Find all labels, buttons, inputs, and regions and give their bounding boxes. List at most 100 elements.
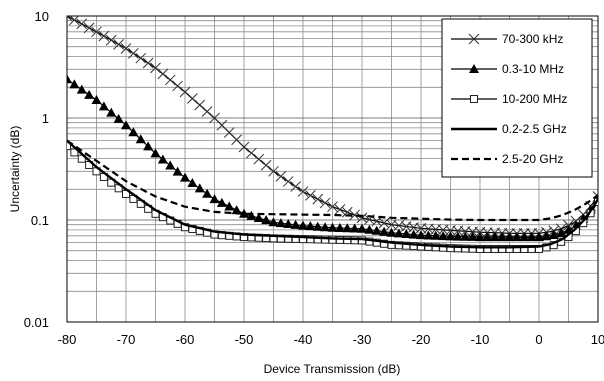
x-marker [290,181,301,192]
legend-label: 0.2-2.5 GHz [502,122,567,136]
triangle-marker [128,127,139,137]
triangle-marker [312,221,323,231]
triangle-marker [172,166,183,176]
y-tick-label: 0.01 [24,315,49,330]
x-marker [164,74,176,86]
series-line [67,139,598,249]
triangle-marker [305,221,316,231]
triangle-marker [121,120,131,130]
legend-box [441,18,593,178]
x-marker [378,217,390,229]
triangle-marker [349,223,360,233]
series-layer [67,16,598,253]
triangle-marker [113,113,124,123]
x-tick-label: -20 [412,332,431,347]
x-marker [194,99,206,111]
x-marker [297,186,309,197]
x-marker [268,165,279,177]
x-marker [327,201,338,213]
x-marker [238,141,250,153]
triangle-marker [84,89,95,99]
triangle-marker [497,232,508,242]
legend-label: 70-300 kHz [502,32,563,46]
square-marker [67,142,71,151]
x-marker [67,16,73,22]
triangle-marker [231,205,242,215]
triangle-marker [165,160,176,170]
triangle-marker [541,231,552,241]
triangle-marker [534,232,544,242]
triangle-marker [143,141,154,151]
triangle-marker [239,208,249,218]
x-marker [216,119,228,131]
x-marker [69,16,80,26]
triangle-marker [150,148,161,158]
x-marker [260,159,272,171]
triangle-marker [489,232,500,242]
triangle-marker [526,232,537,242]
triangle-marker [386,227,397,237]
triangle-marker [467,231,478,241]
triangle-marker [357,223,367,233]
x-marker [105,34,117,46]
x-marker [150,62,161,74]
x-marker [334,204,346,215]
triangle-marker [423,230,434,240]
y-tick-label: 1 [42,111,49,126]
triangle-marker [475,232,485,242]
triangle-marker [445,231,456,241]
series-line [67,139,598,222]
x-marker [201,106,213,117]
x-marker [172,80,183,92]
series-4 [67,139,598,249]
triangle-marker [482,232,493,242]
x-tick-label: -60 [176,332,195,347]
x-marker [275,171,287,182]
x-tick-label: -40 [294,332,313,347]
triangle-marker [98,101,109,111]
triangle-marker [275,218,286,228]
triangle-marker [135,134,146,144]
x-marker [223,127,235,138]
triangle-marker [194,183,205,193]
triangle-marker [519,232,530,242]
x-marker [341,206,353,218]
triangle-marker [76,84,87,94]
triangle-marker [268,217,279,227]
triangle-marker [216,197,227,207]
x-tick-label: -70 [117,332,136,347]
triangle-marker [157,154,168,164]
triangle-marker [209,194,220,204]
series-5 [67,139,598,222]
triangle-marker [320,222,331,232]
y-tick-labels: 0.01 0.1 1 10 [24,9,49,330]
x-marker [142,57,154,69]
x-marker [113,38,124,50]
x-marker [253,153,265,165]
triangle-marker [334,222,345,232]
x-marker [83,22,95,34]
triangle-marker [106,107,117,117]
triangle-marker [283,218,294,228]
triangle-marker [556,228,567,238]
legend-label: 10-200 MHz [502,92,567,106]
triangle-marker [342,223,353,233]
y-tick-label: 10 [35,9,49,24]
x-marker [128,48,139,59]
y-axis-label: Uncertainty (dB) [8,126,22,213]
x-marker [120,43,132,54]
triangle-marker [430,230,441,240]
triangle-marker [180,172,190,182]
x-marker [246,147,257,159]
triangle-marker [504,232,515,242]
triangle-marker [224,201,235,211]
series-2 [67,74,598,242]
square-marker [70,148,79,157]
legend-item-1: 70-300 kHz [451,32,563,46]
legend-label: 2.5-20 GHz [502,152,563,166]
triangle-marker [460,231,471,241]
x-marker [91,26,102,38]
x-tick-label: -30 [353,332,372,347]
x-marker [282,176,294,187]
